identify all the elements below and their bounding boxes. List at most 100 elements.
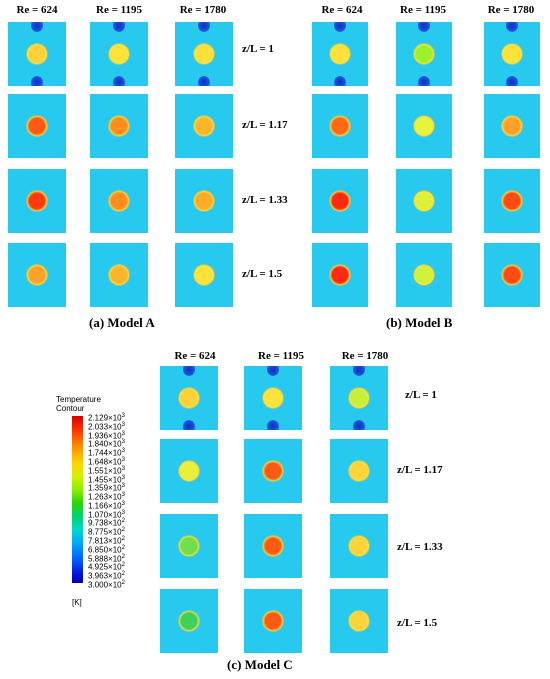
contour-tile <box>484 243 540 307</box>
hot-core <box>349 536 369 556</box>
hot-core <box>194 191 214 211</box>
contour-tile <box>396 94 452 158</box>
hot-core <box>194 116 214 136</box>
hot-core <box>263 611 283 631</box>
re-header: Re = 624 <box>174 350 216 362</box>
jet-outlet <box>267 420 279 430</box>
contour-tile <box>330 439 388 503</box>
hot-core <box>349 388 369 408</box>
hot-core <box>194 44 214 64</box>
legend-tick-label: 7.813×102 <box>88 536 125 546</box>
re-header: Re = 624 <box>321 4 363 16</box>
hot-core <box>27 44 47 64</box>
contour-tile <box>90 243 148 307</box>
jet-inlet <box>267 366 279 376</box>
hot-core <box>414 265 434 285</box>
legend-tick-label: 4.925×102 <box>88 562 125 573</box>
legend-tick-label: 8.775×102 <box>88 527 125 537</box>
contour-tile <box>330 366 388 430</box>
hot-core <box>502 116 522 136</box>
row-label: z/L = 1.5 <box>397 617 438 629</box>
contour-tile <box>8 94 66 158</box>
jet-outlet <box>198 76 210 86</box>
hot-core <box>109 44 129 64</box>
jet-outlet <box>183 420 195 430</box>
contour-tile <box>160 439 218 503</box>
jet-inlet <box>113 22 125 32</box>
contour-tile <box>312 94 368 158</box>
hot-core <box>179 461 199 481</box>
hot-core <box>502 265 522 285</box>
legend-tick-label: 2.129×103 <box>88 413 125 423</box>
legend-title: Temperature <box>56 395 101 404</box>
hot-core <box>27 265 47 285</box>
legend-tick-label: 2.033×103 <box>88 421 125 432</box>
hot-core <box>194 265 214 285</box>
hot-core <box>502 44 522 64</box>
contour-tile <box>8 243 66 307</box>
jet-inlet <box>183 366 195 376</box>
jet-outlet <box>418 76 430 86</box>
contour-tile <box>175 22 233 86</box>
legend-tick-label: 1.070×103 <box>88 509 125 520</box>
contour-tile <box>160 514 218 578</box>
panel-caption: (a) Model A <box>89 315 155 330</box>
legend-tick-label: 3.963×102 <box>88 571 125 581</box>
jet-outlet <box>506 76 518 86</box>
contour-tile <box>484 169 540 233</box>
jet-outlet <box>31 76 43 86</box>
contour-tile <box>244 514 302 578</box>
legend-unit: [K] <box>72 598 82 607</box>
hot-core <box>330 191 350 211</box>
legend-tick-label: 6.850×102 <box>88 544 125 555</box>
contour-tile <box>396 243 452 307</box>
legend-tick-label: 1.936×103 <box>88 430 125 441</box>
jet-inlet <box>31 22 43 32</box>
row-label: z/L = 1 <box>405 389 437 401</box>
contour-tile <box>484 22 540 86</box>
re-header: Re = 1780 <box>487 4 535 16</box>
contour-tile <box>244 589 302 653</box>
jet-inlet <box>506 22 518 32</box>
contour-tile <box>160 366 218 430</box>
contour-tile <box>90 22 148 86</box>
hot-core <box>27 191 47 211</box>
jet-inlet <box>334 22 346 32</box>
hot-core <box>263 536 283 556</box>
row-label: z/L = 1.5 <box>242 268 283 280</box>
contour-tile <box>330 589 388 653</box>
panel-caption: (c) Model C <box>227 657 293 672</box>
hot-core <box>414 44 434 64</box>
row-label: z/L = 1.17 <box>397 464 443 476</box>
re-header: Re = 1195 <box>96 4 142 16</box>
hot-core <box>330 44 350 64</box>
contour-tile <box>175 169 233 233</box>
contour-tile <box>396 22 452 86</box>
row-label: z/L = 1.33 <box>242 194 288 206</box>
color-scale-bar <box>72 416 83 583</box>
contour-tile <box>330 514 388 578</box>
contour-tile <box>90 94 148 158</box>
hot-core <box>414 191 434 211</box>
row-label: z/L = 1.17 <box>242 119 288 131</box>
contour-tile <box>175 243 233 307</box>
hot-core <box>109 265 129 285</box>
hot-core <box>179 611 199 631</box>
re-header: Re = 1780 <box>179 4 227 16</box>
hot-core <box>414 116 434 136</box>
legend-tick-label: 1.744×103 <box>88 448 125 458</box>
re-header: Re = 1780 <box>341 350 389 362</box>
hot-core <box>179 536 199 556</box>
contour-tile <box>244 439 302 503</box>
legend-tick-label: 3.000×102 <box>88 580 125 590</box>
contour-tile <box>8 169 66 233</box>
legend-subtitle: Contour <box>56 404 85 413</box>
jet-outlet <box>353 420 365 430</box>
legend-tick-label: 1.359×103 <box>88 483 125 493</box>
jet-outlet <box>334 76 346 86</box>
row-label: z/L = 1 <box>242 43 274 55</box>
legend-tick-label: 5.888×102 <box>88 553 125 564</box>
legend-tick-label: 1.551×103 <box>88 465 125 476</box>
legend-tick-label: 9.738×102 <box>88 518 125 529</box>
row-label: z/L = 1.33 <box>397 541 443 553</box>
